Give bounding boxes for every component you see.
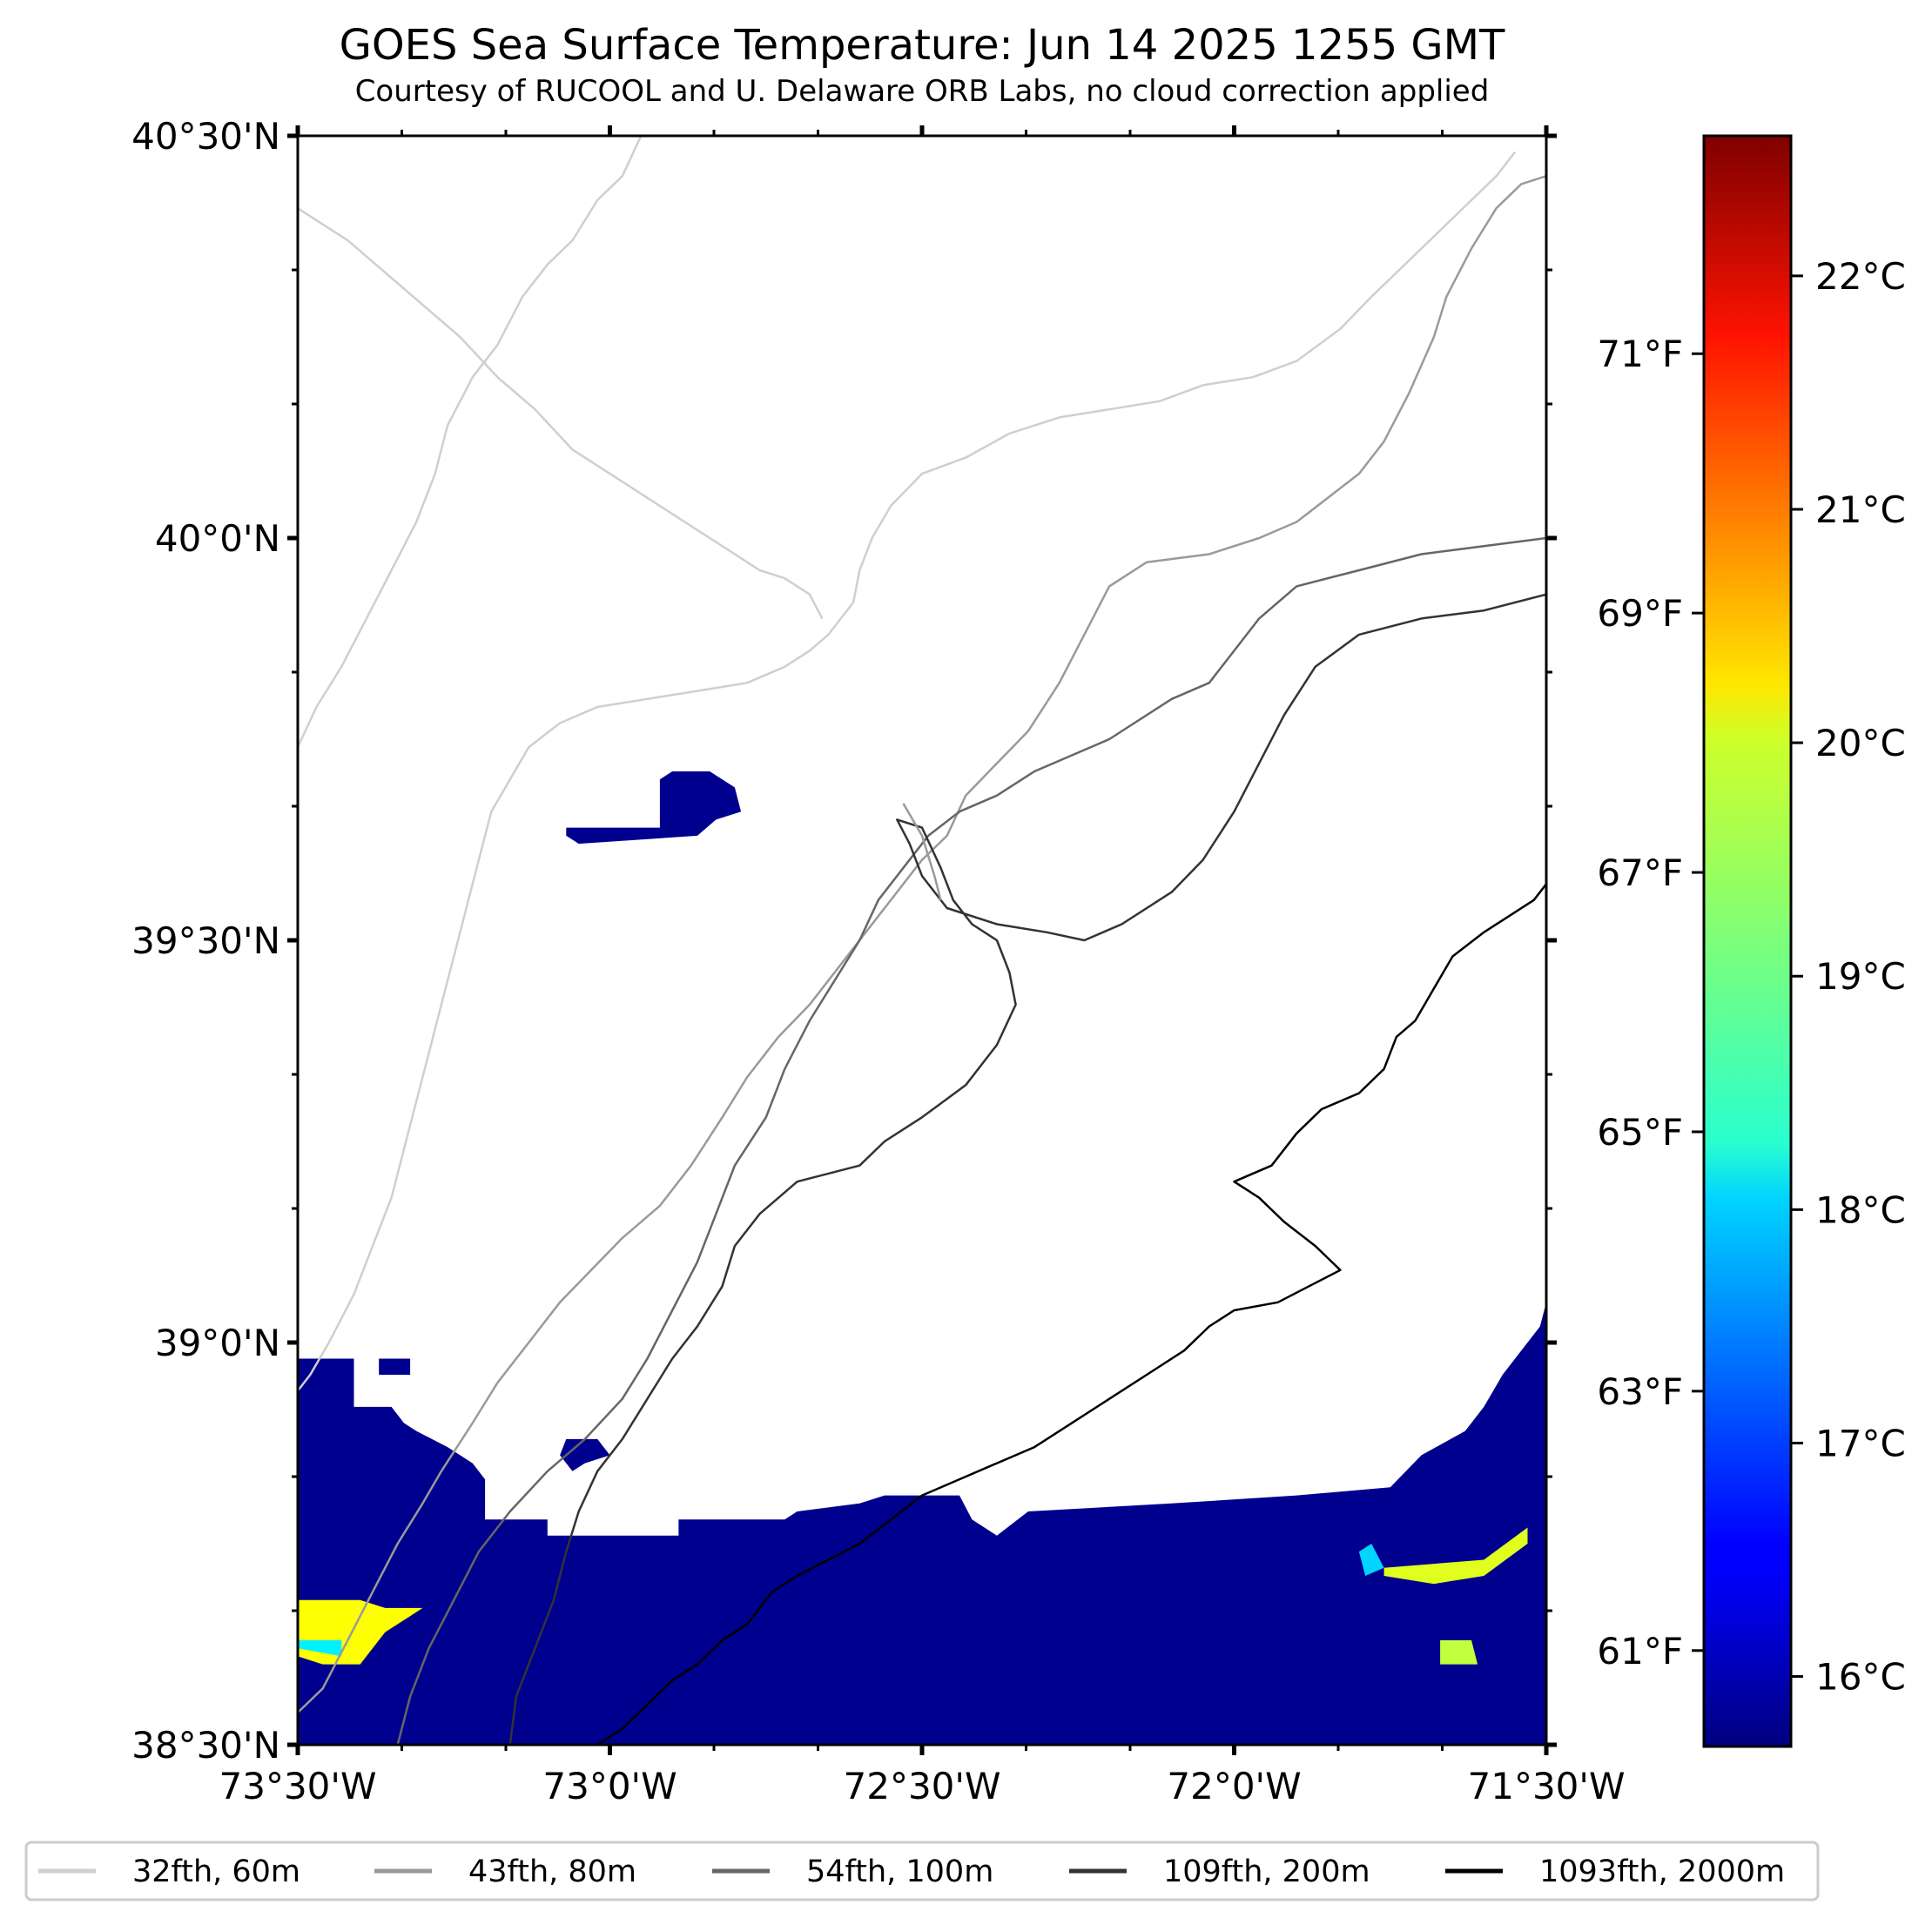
- x-tick-label-0: 73°30'W: [219, 1765, 377, 1807]
- y-tick-label-0: 38°30'N: [131, 1724, 280, 1767]
- legend-label-1: 43fth, 80m: [468, 1854, 636, 1889]
- contour-line-2: [396, 536, 1546, 1745]
- legend-label-0: 32fth, 60m: [132, 1854, 300, 1889]
- colorbar-f-label-5: 71°F: [1597, 333, 1683, 375]
- sst-region-0: [298, 1302, 1546, 1745]
- contour-line-7: [298, 136, 643, 748]
- map-plot-area: 73°30'W 73°0'W 72°30'W 72°0'W 71°30'W 38°30'…: [131, 115, 1625, 1807]
- colorbar-c-label-3: 19°C: [1815, 955, 1906, 998]
- chart-title: GOES Sea Surface Temperature: Jun 14 202…: [340, 21, 1505, 70]
- sst-region-3: [560, 1438, 610, 1471]
- colorbar: 16°C 17°C 18°C 19°C 20°C 21°C 22°C 61°F 63°F 65°…: [1597, 134, 1906, 1748]
- sst-region-7: [1440, 1639, 1478, 1665]
- sst-layer: [298, 771, 1546, 1745]
- contour-line-6: [902, 803, 942, 901]
- x-tick-label-2: 72°30'W: [844, 1765, 1001, 1807]
- y-tick-label-3: 40°0'N: [155, 517, 280, 560]
- x-axis-ticks: 73°30'W 73°0'W 72°30'W 72°0'W 71°30'W: [219, 125, 1626, 1807]
- sst-region-1: [566, 771, 742, 845]
- contour-line-5: [298, 207, 824, 619]
- y-tick-label-1: 39°0'N: [155, 1322, 280, 1364]
- legend-label-2: 54fth, 100m: [806, 1854, 993, 1889]
- colorbar-c-label-6: 22°C: [1815, 255, 1906, 298]
- colorbar-f-label-3: 67°F: [1597, 851, 1683, 894]
- colorbar-gradient: [1702, 134, 1793, 1748]
- legend-box: [24, 1841, 1820, 1901]
- contour-legend: 32fth, 60m 43fth, 80m 54fth, 100m 109fth, 2…: [24, 1841, 1820, 1901]
- y-tick-label-4: 40°30'N: [131, 115, 280, 158]
- contour-line-0: [298, 151, 1517, 1392]
- x-tick-label-3: 72°0'W: [1167, 1765, 1301, 1807]
- colorbar-fahrenheit-ticks: 61°F 63°F 65°F 67°F 69°F 71°F: [1597, 333, 1704, 1673]
- sst-region-4: [922, 1567, 985, 1585]
- legend-label-4: 1093fth, 2000m: [1539, 1854, 1785, 1889]
- sst-region-6: [298, 1639, 342, 1657]
- y-axis-ticks: 38°30'N 39°0'N 39°30'N 40°0'N 40°30'N: [131, 115, 1557, 1767]
- sst-region-9: [1358, 1544, 1384, 1576]
- colorbar-f-label-2: 65°F: [1597, 1111, 1683, 1154]
- colorbar-c-label-1: 17°C: [1815, 1422, 1906, 1464]
- sst-region-8: [1383, 1527, 1528, 1585]
- chart-subtitle: Courtesy of RUCOOL and U. Delaware ORB L…: [355, 74, 1490, 109]
- colorbar-c-label-2: 18°C: [1815, 1188, 1906, 1231]
- contour-line-4: [596, 883, 1546, 1745]
- legend-label-3: 109fth, 200m: [1163, 1854, 1370, 1889]
- contour-line-3: [508, 593, 1546, 1745]
- colorbar-c-label-4: 20°C: [1815, 722, 1906, 764]
- colorbar-f-label-1: 63°F: [1597, 1370, 1683, 1413]
- colorbar-f-label-0: 61°F: [1597, 1630, 1683, 1673]
- sst-region-2: [379, 1358, 411, 1375]
- colorbar-celsius-ticks: 16°C 17°C 18°C 19°C 20°C 21°C 22°C: [1791, 255, 1906, 1699]
- colorbar-c-label-0: 16°C: [1815, 1656, 1906, 1699]
- colorbar-c-label-5: 21°C: [1815, 488, 1906, 531]
- contour-layer: [298, 136, 1546, 1745]
- x-tick-label-4: 71°30'W: [1468, 1765, 1626, 1807]
- legend-items: 32fth, 60m 43fth, 80m 54fth, 100m 109fth, 2…: [38, 1854, 1785, 1889]
- contour-line-1: [298, 175, 1546, 1713]
- y-tick-label-2: 39°30'N: [131, 919, 280, 962]
- map-background: [298, 136, 1546, 1745]
- x-tick-label-1: 73°0'W: [542, 1765, 677, 1807]
- colorbar-f-label-4: 69°F: [1597, 592, 1683, 635]
